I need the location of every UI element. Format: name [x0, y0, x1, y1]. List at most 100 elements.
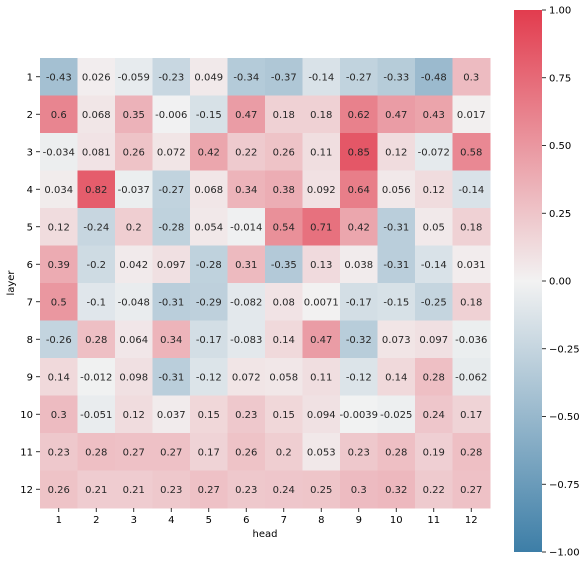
heatmap-cell	[265, 358, 303, 396]
cell-value-label: -0.12	[346, 372, 372, 383]
heatmap-cell	[190, 470, 228, 509]
cell-value-label: 0.24	[273, 485, 295, 496]
cell-value-label: -0.14	[458, 185, 484, 196]
cell-value-label: 0.26	[123, 147, 145, 158]
heatmap-cell	[227, 58, 266, 96]
heatmap-cell	[340, 433, 378, 471]
heatmap-cell	[452, 133, 491, 171]
y-tick-label: 7	[27, 297, 33, 308]
heatmap-cell	[77, 283, 116, 321]
cell-value-label: -0.051	[80, 410, 112, 421]
heatmap-cell	[227, 95, 266, 134]
cell-value-label: -0.15	[383, 297, 409, 308]
heatmap-cell	[265, 395, 303, 434]
heatmap-cell	[115, 395, 153, 434]
heatmap-cell	[227, 283, 266, 321]
cell-value-label: 0.42	[198, 147, 220, 158]
heatmap-cell	[77, 58, 116, 96]
cell-value-label: 0.85	[348, 147, 370, 158]
cell-value-label: -0.29	[196, 297, 222, 308]
heatmap-cell	[190, 95, 228, 134]
heatmap-cell	[377, 470, 416, 509]
heatmap-cell	[377, 245, 416, 284]
y-tick-label: 8	[27, 335, 33, 346]
x-tick-label: 12	[465, 515, 478, 526]
y-tick-label: 2	[27, 110, 33, 121]
cell-value-label: 0.47	[385, 110, 407, 121]
cell-value-label: 0.098	[119, 372, 148, 383]
cell-value-label: 0.39	[48, 260, 70, 271]
y-tick-label: 3	[27, 147, 33, 158]
heatmap-cell	[265, 320, 303, 359]
heatmap-cell	[265, 58, 303, 96]
heatmap-cell	[152, 170, 191, 209]
cell-value-label: 0.22	[423, 485, 445, 496]
heatmap-cell	[115, 95, 153, 134]
heatmap-cell	[452, 208, 491, 246]
cell-value-label: -0.24	[83, 222, 109, 233]
cell-value-label: 0.38	[273, 185, 295, 196]
x-tick-label: 11	[427, 515, 440, 526]
heatmap-cell	[152, 358, 191, 396]
cell-value-label: 0.32	[385, 485, 407, 496]
heatmap-cell	[40, 433, 78, 471]
cell-value-label: -0.034	[43, 147, 75, 158]
cell-value-label: 0.12	[48, 222, 70, 233]
cell-value-label: 0.22	[235, 147, 257, 158]
cell-value-label: 0.23	[235, 410, 257, 421]
heatmap-cell	[302, 245, 341, 284]
cell-value-label: -0.059	[118, 72, 150, 83]
heatmap-cell	[340, 395, 378, 434]
heatmap-cell	[227, 320, 266, 359]
cell-value-label: -0.014	[230, 222, 262, 233]
cell-value-label: 0.14	[273, 335, 295, 346]
heatmap-cell	[265, 470, 303, 509]
heatmap-cell	[190, 170, 228, 209]
heatmap-cell	[115, 208, 153, 246]
heatmap-cell	[77, 133, 116, 171]
cell-value-label: -0.31	[383, 222, 409, 233]
heatmap-cell	[415, 433, 453, 471]
colorbar-tick-label: 0.50	[549, 141, 571, 152]
heatmap-cell	[152, 133, 191, 171]
cell-value-label: -0.25	[421, 297, 447, 308]
cell-value-label: 0.053	[307, 447, 336, 458]
cell-value-label: 0.28	[385, 447, 407, 458]
cell-value-label: -0.006	[155, 110, 187, 121]
cell-value-label: 0.18	[273, 110, 295, 121]
heatmap-cell	[115, 358, 153, 396]
heatmap-cell	[340, 95, 378, 134]
heatmap-cell	[227, 433, 266, 471]
cell-value-label: 0.43	[423, 110, 445, 121]
cell-value-label: 0.27	[198, 485, 220, 496]
cell-value-label: 0.31	[235, 260, 257, 271]
cell-value-label: -0.34	[233, 72, 259, 83]
cell-value-label: 0.054	[194, 222, 223, 233]
cell-value-label: 0.12	[385, 147, 407, 158]
cell-value-label: 0.58	[460, 147, 482, 158]
colorbar-tick-label: −0.75	[549, 480, 580, 491]
colorbar: 1.00 0.75 0.50 0.25 0.00 −0.25 −0.50 −0.75 −1.00	[514, 6, 580, 559]
cell-value-label: 0.42	[348, 222, 370, 233]
heatmap-cell	[415, 470, 453, 509]
heatmap-cell	[115, 133, 153, 171]
cell-value-label: 0.15	[198, 410, 220, 421]
heatmap-cell	[452, 95, 491, 134]
cell-value-label: 0.25	[310, 485, 332, 496]
heatmap-cell	[77, 245, 116, 284]
cell-value-label: 0.049	[194, 72, 223, 83]
heatmap-cell	[190, 208, 228, 246]
cell-value-label: -0.28	[158, 222, 184, 233]
cell-value-label: 0.71	[310, 222, 332, 233]
heatmap-cell	[302, 320, 341, 359]
cell-value-label: 0.47	[235, 110, 257, 121]
cell-value-label: 0.068	[82, 110, 111, 121]
heatmap-cell	[452, 358, 491, 396]
heatmap-cell	[340, 358, 378, 396]
cell-value-label: 0.034	[44, 185, 73, 196]
cell-value-label: 0.23	[160, 485, 182, 496]
cell-value-label: -0.48	[421, 72, 447, 83]
heatmap-cell	[340, 208, 378, 246]
heatmap-cell	[227, 358, 266, 396]
x-tick-label: 5	[206, 515, 212, 526]
